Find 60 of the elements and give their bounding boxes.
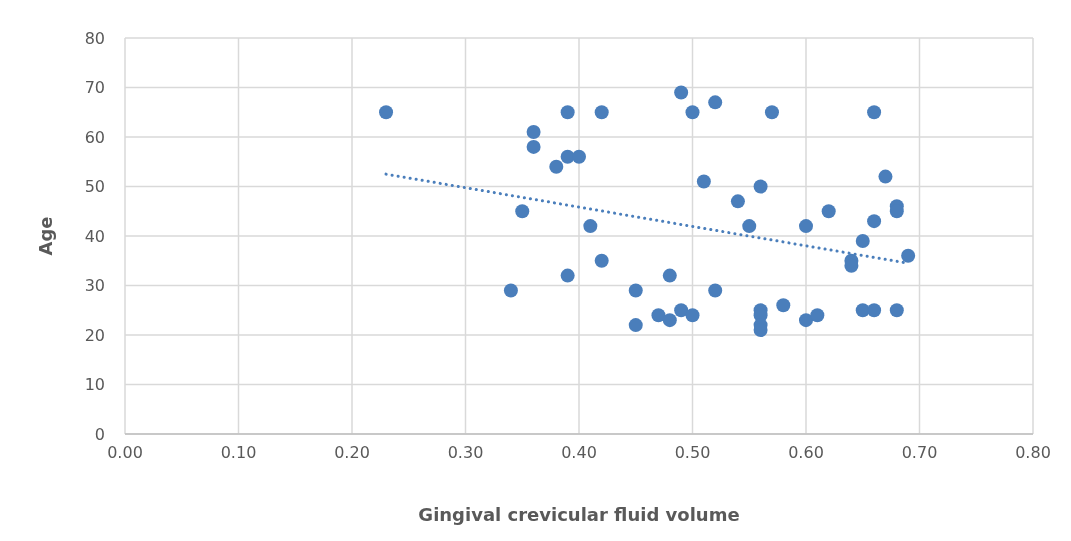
x-tick-label: 0.20: [334, 443, 370, 462]
x-tick-label: 0.10: [220, 443, 257, 462]
point: [685, 308, 700, 323]
point: [628, 318, 643, 333]
point: [583, 219, 598, 234]
point: [685, 105, 700, 120]
point: [855, 233, 870, 248]
point: [379, 105, 394, 120]
y-tick-label: 40: [84, 226, 105, 246]
point: [594, 253, 609, 268]
point: [821, 204, 836, 219]
y-axis-title: Age: [35, 216, 56, 256]
y-tick-label: 0: [94, 424, 105, 444]
x-tick-label: 0.50: [674, 443, 711, 462]
point: [696, 174, 711, 189]
y-tick-label: 30: [84, 276, 105, 296]
y-tick-label: 20: [84, 325, 105, 345]
y-tick-label: 80: [84, 28, 105, 48]
point: [526, 139, 541, 154]
point: [572, 149, 586, 164]
point: [526, 125, 541, 140]
point: [799, 219, 813, 234]
point: [867, 214, 882, 229]
point: [708, 95, 723, 110]
x-tick-label: 0.80: [1015, 443, 1051, 462]
y-tick-label: 50: [84, 177, 105, 197]
point: [764, 105, 779, 120]
point: [810, 308, 825, 323]
point: [799, 313, 813, 328]
y-tick-label: 70: [84, 78, 105, 98]
point: [708, 283, 723, 298]
point: [753, 179, 768, 194]
point: [515, 204, 530, 219]
point: [662, 268, 677, 283]
point: [560, 268, 575, 283]
x-axis-title: Gingival crevicular fluid volume: [418, 504, 740, 525]
point: [776, 298, 791, 313]
x-tick-label: 0.40: [561, 443, 597, 462]
point: [549, 159, 564, 174]
x-tick-label: 0.70: [901, 443, 938, 462]
x-tick-label: 0.30: [447, 443, 484, 462]
point: [503, 283, 518, 298]
y-tick-label: 60: [84, 127, 105, 147]
x-tick-label: 0.60: [788, 443, 824, 462]
point: [628, 283, 643, 298]
y-tick-label: 10: [84, 375, 105, 395]
point: [651, 308, 666, 323]
point: [889, 303, 904, 318]
point: [594, 105, 609, 120]
point: [662, 313, 677, 328]
point: [901, 248, 916, 263]
x-tick-label: 0.00: [107, 443, 143, 462]
point: [867, 105, 882, 120]
point: [878, 169, 893, 184]
point: [674, 303, 689, 318]
point: [730, 194, 745, 209]
point: [674, 85, 689, 100]
point: [867, 303, 882, 318]
point: [742, 219, 757, 234]
point: [560, 105, 575, 120]
